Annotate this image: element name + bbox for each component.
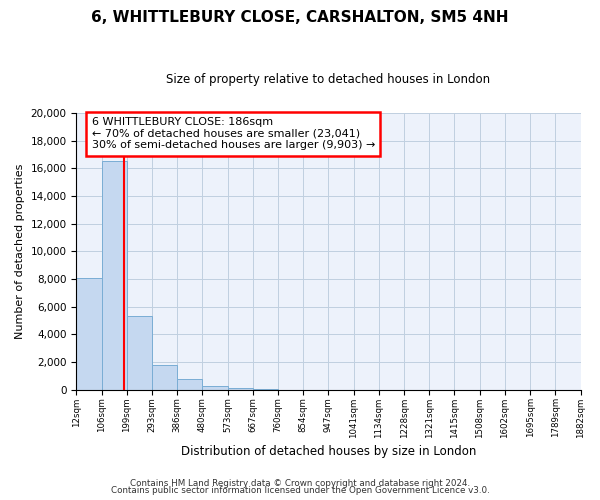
Bar	[227, 388, 253, 390]
Text: Contains HM Land Registry data © Crown copyright and database right 2024.: Contains HM Land Registry data © Crown c…	[130, 478, 470, 488]
Text: 6 WHITTLEBURY CLOSE: 186sqm
← 70% of detached houses are smaller (23,041)
30% of: 6 WHITTLEBURY CLOSE: 186sqm ← 70% of det…	[92, 117, 375, 150]
Bar	[177, 379, 202, 390]
Bar	[76, 278, 101, 390]
X-axis label: Distribution of detached houses by size in London: Distribution of detached houses by size …	[181, 444, 476, 458]
Text: 6, WHITTLEBURY CLOSE, CARSHALTON, SM5 4NH: 6, WHITTLEBURY CLOSE, CARSHALTON, SM5 4N…	[91, 10, 509, 25]
Y-axis label: Number of detached properties: Number of detached properties	[15, 164, 25, 339]
Bar	[152, 364, 177, 390]
Bar	[202, 386, 227, 390]
Text: Contains public sector information licensed under the Open Government Licence v3: Contains public sector information licen…	[110, 486, 490, 495]
Bar	[127, 316, 152, 390]
Bar	[101, 162, 127, 390]
Bar	[253, 389, 278, 390]
Title: Size of property relative to detached houses in London: Size of property relative to detached ho…	[166, 72, 491, 86]
